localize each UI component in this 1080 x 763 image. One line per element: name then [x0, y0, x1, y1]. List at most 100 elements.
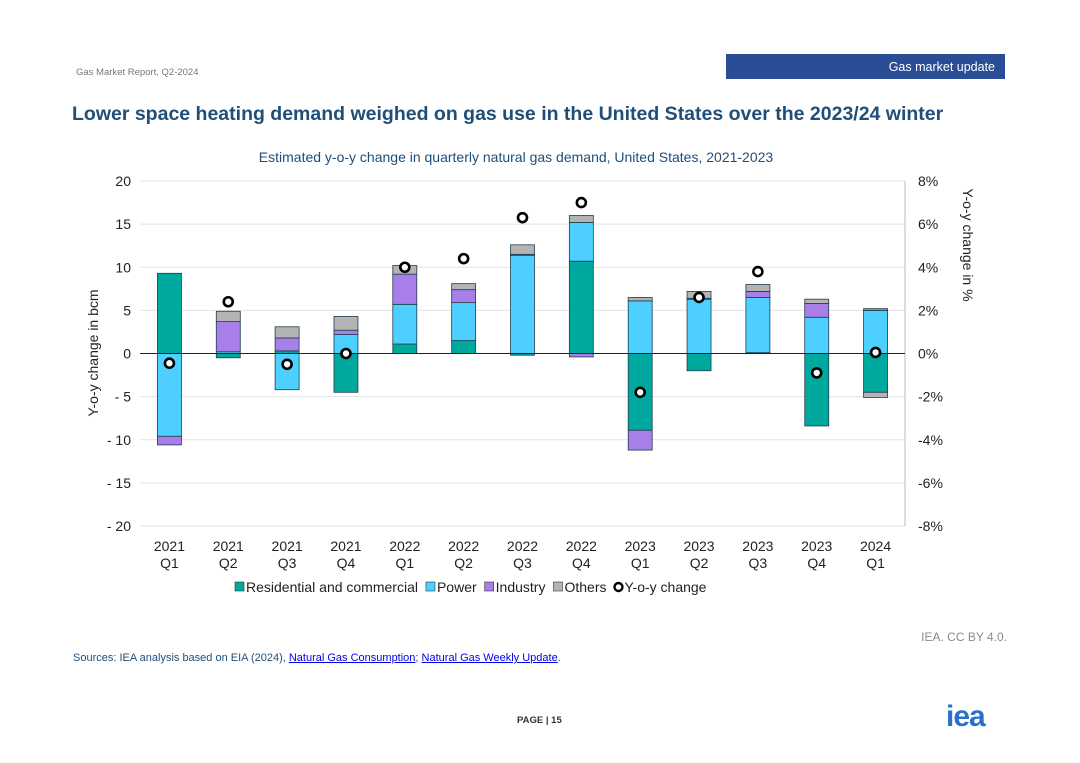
x-tick-quarter: Q1: [395, 555, 414, 571]
y-tick-label: 20: [115, 173, 131, 189]
bar-residential-and-commercial: [157, 272, 182, 354]
bar-power: [392, 303, 418, 345]
legend-label: Residential and commercial: [246, 579, 418, 595]
bar-industry: [804, 303, 830, 318]
bar-residential-and-commercial: [863, 353, 888, 393]
y2-tick-label: -6%: [918, 475, 943, 491]
link-natural-gas-consumption[interactable]: Natural Gas Consumption: [288, 652, 416, 664]
y2-tick-label: 4%: [918, 259, 938, 275]
section-badge: Gas market update: [726, 54, 1005, 79]
x-tick-year: 2021: [272, 538, 303, 554]
yoy-change-point: [634, 386, 646, 399]
x-tick-quarter: Q1: [160, 555, 179, 571]
bar-residential-and-commercial: [451, 340, 477, 354]
x-tick-year: 2023: [742, 538, 773, 554]
bar-others: [274, 326, 300, 339]
x-tick-year: 2024: [860, 538, 891, 554]
legend-marker-yoy: [613, 581, 624, 593]
page-number: PAGE | 15: [517, 715, 562, 726]
legend-label: Others: [564, 579, 606, 595]
y-tick-label: 15: [115, 216, 131, 232]
y2-tick-label: 2%: [918, 302, 938, 318]
bar-others: [215, 310, 241, 322]
y2-tick-label: 0%: [918, 346, 938, 362]
bar-industry: [157, 435, 182, 446]
bar-industry: [863, 308, 888, 311]
x-tick-year: 2023: [625, 538, 656, 554]
bar-power: [745, 297, 771, 354]
yoy-change-point: [340, 347, 352, 360]
y-tick-label: - 20: [107, 518, 131, 534]
bar-residential-and-commercial: [392, 343, 418, 354]
y-tick-label: 10: [115, 259, 131, 275]
y2-tick-label: -8%: [918, 518, 943, 534]
yoy-change-point: [810, 367, 823, 379]
y2-tick-label: -4%: [918, 432, 943, 448]
x-tick-year: 2021: [330, 538, 361, 554]
bar-industry: [451, 289, 477, 304]
x-tick-quarter: Q1: [866, 555, 885, 571]
y2-tick-label: -2%: [918, 389, 943, 405]
bar-industry: [392, 273, 418, 305]
bar-power: [804, 316, 830, 354]
x-tick-quarter: Q2: [690, 555, 709, 571]
bar-residential-and-commercial: [804, 353, 830, 427]
bar-residential-and-commercial: [215, 353, 241, 359]
yoy-change-point: [281, 358, 293, 371]
x-tick-year: 2022: [389, 538, 420, 554]
bar-others: [510, 244, 535, 255]
sources-suffix: .: [557, 652, 561, 664]
x-tick-quarter: Q3: [749, 555, 768, 571]
legend-swatch: [484, 581, 494, 592]
bar-others: [333, 316, 359, 331]
bar-power: [627, 300, 653, 354]
bar-industry: [627, 429, 653, 451]
bar-others: [745, 284, 771, 292]
y2-tick-label: 6%: [918, 216, 938, 232]
y-tick-label: 0: [123, 346, 131, 362]
yoy-change-point: [163, 357, 176, 370]
y-axis-label: Y-o-y change in bcm: [85, 289, 101, 416]
bar-power: [686, 298, 712, 354]
report-name: Gas Market Report, Q2-2024: [76, 67, 199, 78]
sources: Sources: IEA analysis based on EIA (2024…: [73, 652, 561, 664]
x-tick-year: 2023: [801, 538, 832, 554]
x-tick-quarter: Q3: [278, 555, 297, 571]
y-tick-label: 5: [123, 302, 131, 318]
page-title: Lower space heating demand weighed on ga…: [72, 103, 944, 125]
bar-industry: [333, 329, 359, 335]
x-tick-quarter: Q1: [631, 555, 650, 571]
bar-others: [863, 391, 888, 398]
yoy-change-point: [222, 295, 235, 308]
x-tick-quarter: Q4: [572, 555, 591, 571]
x-tick-year: 2023: [683, 538, 714, 554]
bar-residential-and-commercial: [333, 353, 359, 393]
bar-others: [451, 283, 477, 291]
sources-sep: ;: [415, 652, 422, 664]
bar-residential-and-commercial: [686, 353, 712, 372]
legend-swatch: [234, 581, 245, 592]
link-natural-gas-weekly-update[interactable]: Natural Gas Weekly Update: [421, 652, 558, 664]
iea-logo: iea: [946, 700, 986, 733]
legend-swatch: [425, 581, 436, 592]
bar-power: [510, 254, 535, 354]
bar-industry: [274, 337, 300, 352]
y2-axis-label: Y-o-y change in %: [960, 188, 976, 301]
bar-industry: [215, 321, 241, 353]
bar-others: [568, 215, 594, 223]
yoy-change-point: [693, 291, 705, 304]
yoy-change-point: [516, 211, 529, 224]
bar-power: [451, 302, 477, 341]
bar-residential-and-commercial: [568, 260, 594, 354]
yoy-change-point: [575, 196, 588, 209]
y2-tick-label: 8%: [918, 173, 938, 189]
x-tick-year: 2022: [507, 538, 538, 554]
legend-label: Industry: [496, 579, 546, 595]
x-tick-quarter: Q4: [807, 555, 826, 571]
x-tick-year: 2021: [213, 538, 244, 554]
bar-industry: [745, 290, 771, 298]
bar-others: [804, 298, 830, 304]
yoy-change-point: [752, 265, 764, 278]
